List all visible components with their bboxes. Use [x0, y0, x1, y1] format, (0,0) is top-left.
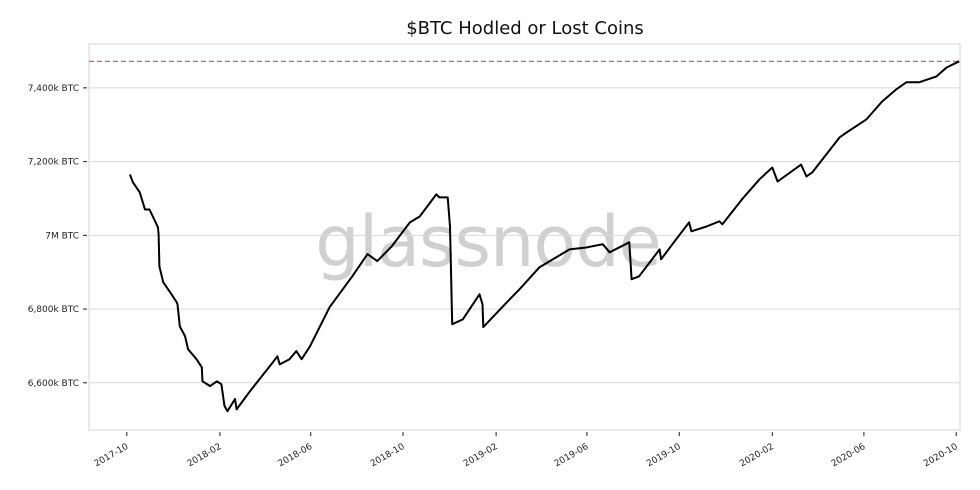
x-tick-label: 2019-10: [645, 442, 683, 470]
x-tick-label: 2020-10: [922, 442, 960, 470]
x-tick-label: 2018-10: [369, 442, 407, 470]
series-line: [128, 60, 960, 413]
chart-title: $BTC Hodled or Lost Coins: [406, 18, 644, 39]
y-tick-label: 6,600k BTC: [28, 379, 79, 389]
x-tick-label: 2020-02: [738, 442, 776, 469]
watermark-logo: glassnode: [315, 201, 660, 283]
y-tick-label: 6,800k BTC: [28, 305, 79, 315]
x-tick-label: 2017-10: [93, 442, 131, 470]
y-tick-label: 7M BTC: [45, 231, 79, 241]
x-tick-label: 2020-06: [830, 442, 868, 470]
x-tick-label: 2018-02: [186, 442, 224, 469]
plot-area-frame: [88, 43, 961, 431]
x-tick-label: 2018-06: [277, 442, 315, 470]
x-tick-label: 2019-06: [553, 442, 591, 470]
y-tick-label: 7,200k BTC: [28, 158, 79, 168]
y-tick-label: 7,400k BTC: [28, 84, 79, 94]
x-tick-label: 2019-02: [462, 442, 500, 469]
